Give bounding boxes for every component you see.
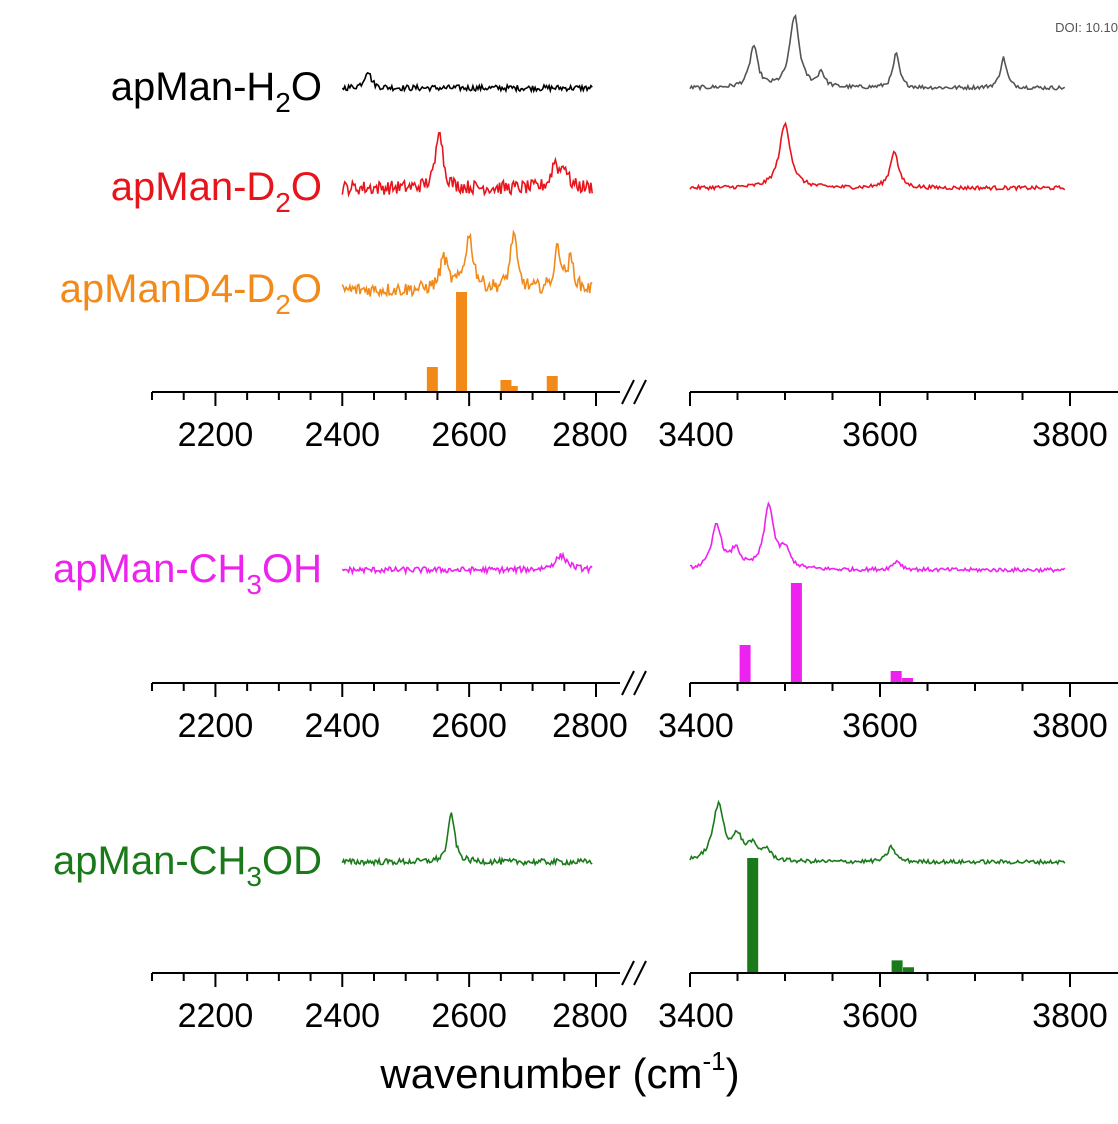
spectrum-label-pre: apMan-H	[111, 65, 276, 109]
spectrum-label-post: O	[291, 267, 322, 311]
spectrum-line-left	[341, 812, 593, 868]
tick-label: 2200	[178, 997, 254, 1035]
calc-stick-3	[903, 967, 914, 973]
tick-label: 2400	[304, 416, 380, 454]
tick-label: 2800	[552, 997, 628, 1035]
tick-label: 3400	[658, 416, 734, 454]
spectrum-label-sub: 2	[275, 289, 291, 320]
calc-stick-1	[426, 367, 438, 392]
x-axis-label-main: wavenumber (cm	[379, 1050, 702, 1097]
axis-break-mark	[633, 670, 647, 696]
spectrum-label: apMan-H2O	[111, 65, 322, 118]
tick-label: 3600	[842, 416, 918, 454]
panel-3: apMan-CH3OD 2200 2400 2600 2800 3400 3600 3800	[53, 799, 1118, 1035]
spectrum-label: apMan-CH3OD	[53, 839, 322, 892]
tick-label: 2800	[552, 416, 628, 454]
tick-label: 3800	[1032, 416, 1108, 454]
spectrum-line-left	[341, 131, 593, 198]
calc-stick-4	[902, 678, 914, 683]
tick-label: 3600	[842, 707, 918, 745]
spectrum-1-3: apManD4-D2O	[60, 229, 593, 320]
spectrum-line-left	[341, 71, 593, 94]
calc-stick-5	[546, 376, 558, 392]
panel-2: apMan-CH3OH 2200 2400 2600 2800 3400 3600 3800	[53, 501, 1118, 745]
spectrum-label-pre: apMan-CH	[53, 547, 246, 591]
calc-stick-1	[747, 858, 759, 973]
spectrum-label: apMan-D2O	[111, 165, 322, 218]
calc-stick-2	[456, 292, 468, 392]
calc-stick-3	[890, 671, 902, 683]
spectrum-label-post: OH	[262, 547, 322, 591]
axis-break-mark	[633, 960, 647, 986]
spectrum-label-post: O	[291, 65, 322, 109]
spectrum-label: apMan-CH3OH	[53, 547, 322, 600]
tick-label: 2600	[431, 416, 507, 454]
tick-label: 3400	[658, 997, 734, 1035]
spectrum-label-pre: apMan-CH	[53, 839, 246, 883]
spectrum-label-sub: 3	[246, 569, 262, 600]
axis-break-mark	[621, 960, 635, 986]
spectrum-line-right	[689, 121, 1066, 192]
spectrum-line-right	[689, 799, 1066, 866]
tick-label: 3600	[842, 997, 918, 1035]
tick-label: 2400	[304, 707, 380, 745]
spectrum-label-post: O	[291, 165, 322, 209]
calc-stick-4	[506, 386, 518, 392]
calc-stick-2	[790, 583, 802, 683]
spectrum-2-1: apMan-CH3OH	[53, 501, 1066, 600]
axis-break-mark	[621, 379, 635, 405]
tick-label: 2200	[178, 707, 254, 745]
spectrum-line-right	[689, 501, 1066, 574]
spectrum-label-post: OD	[262, 839, 322, 883]
calc-stick-3	[500, 380, 512, 392]
spectrum-1-1: apMan-H2O	[111, 13, 1066, 118]
spectrum-line-left	[341, 551, 593, 576]
spectrum-label-pre: apManD4-D	[60, 267, 276, 311]
spectrum-3-1: apMan-CH3OD	[53, 799, 1066, 892]
spectrum-label: apManD4-D2O	[60, 267, 322, 320]
spectrum-1-2: apMan-D2O	[111, 121, 1066, 218]
spectrum-label-sub: 2	[275, 87, 291, 118]
tick-label: 2800	[552, 707, 628, 745]
x-axis-label-close: )	[726, 1050, 740, 1097]
spectrum-label-sub: 2	[275, 187, 291, 218]
x-axis-label-sup: -1	[702, 1046, 725, 1076]
doi-text: DOI: 10.10	[1055, 20, 1118, 35]
tick-label: 2600	[431, 707, 507, 745]
axis-break-mark	[633, 379, 647, 405]
tick-label: 2600	[431, 997, 507, 1035]
spectrum-line-right	[689, 13, 1066, 92]
tick-label: 2400	[304, 997, 380, 1035]
spectrum-label-pre: apMan-D	[111, 165, 276, 209]
spectrum-line-left	[341, 229, 593, 298]
calc-stick-2	[891, 960, 903, 973]
tick-label: 2200	[178, 416, 254, 454]
calc-stick-1	[739, 645, 751, 683]
axis-break-mark	[621, 670, 635, 696]
x-axis-label: wavenumber (cm-1)	[379, 1046, 739, 1097]
tick-label: 3400	[658, 707, 734, 745]
spectrum-label-sub: 3	[246, 861, 262, 892]
tick-label: 3800	[1032, 707, 1108, 745]
tick-label: 3800	[1032, 997, 1108, 1035]
